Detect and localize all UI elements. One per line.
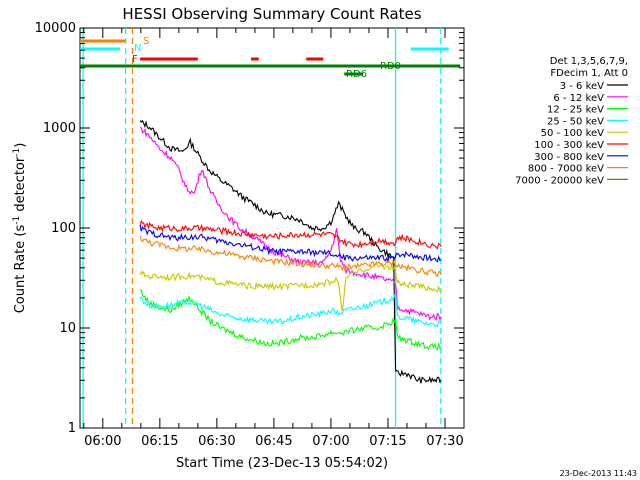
x-tick-label: 06:45 [255,434,292,449]
x-tick-label: 07:15 [369,434,406,449]
y-tick-label: 1 [68,421,76,436]
x-tick-label: 07:00 [312,434,349,449]
x-axis: 06:00 06:15 06:30 06:45 07:00 07:15 07:30 [83,28,465,449]
state-label-n: N [134,43,141,54]
series-line [139,292,442,328]
vertical-markers [82,28,442,428]
series-line [139,235,442,278]
legend-header: Det 1,3,5,6,7,9, [550,56,628,67]
legend-entry-label: 3 - 6 keV [560,81,604,92]
legend-entry-label: 6 - 12 keV [553,93,604,104]
legend-entry-label: 50 - 100 keV [541,128,605,139]
state-label-rd6: RD6 [346,69,367,80]
y-tick-label: 10000 [35,21,76,36]
state-label-s: S [143,36,149,47]
y-tick-label: 1000 [43,121,76,136]
x-axis-label: Start Time (23-Dec-13 05:54:02) [176,456,388,471]
y-axis: 1 10 100 1000 10000 [35,21,464,436]
legend-entry-label: 100 - 300 keV [534,140,604,151]
x-tick-label: 06:00 [84,434,121,449]
legend-entry-label: 7000 - 20000 keV [515,175,604,186]
y-tick-label: 100 [51,221,76,236]
legend-entry-label: 12 - 25 keV [547,105,604,116]
state-label-rd0: RD0 [380,61,401,72]
series-group [139,119,442,384]
series-line [139,225,442,263]
series-line [139,126,442,321]
x-tick-label: 06:15 [141,434,178,449]
legend: Det 1,3,5,6,7,9,FDecim 1, Att 0 3 - 6 keV… [515,56,628,186]
legend-header: FDecim 1, Att 0 [550,68,628,79]
x-tick-label: 07:30 [426,434,463,449]
x-tick-label: 06:30 [198,434,235,449]
state-label-f: F [132,54,138,65]
attenuator-bars: SNF RD0 RD6 [80,36,461,80]
y-axis-label: Count Rate (s-1 detector-1) [12,143,28,314]
legend-entry-label: 25 - 50 keV [547,116,604,127]
chart-title: HESSI Observing Summary Count Rates [122,5,421,23]
series-line [139,219,442,250]
y-tick-label: 10 [59,321,76,336]
series-line [140,289,442,351]
legend-entry-label: 800 - 7000 keV [528,164,604,175]
legend-entry-label: 300 - 800 keV [534,152,604,163]
footer-timestamp: 23-Dec-2013 11:43 [560,469,637,478]
plot-frame [79,27,465,429]
